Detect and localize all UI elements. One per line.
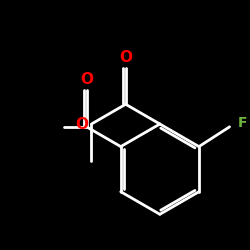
Text: F: F <box>238 116 248 130</box>
Text: O: O <box>119 50 132 65</box>
Text: O: O <box>76 116 89 132</box>
Text: O: O <box>80 72 93 87</box>
